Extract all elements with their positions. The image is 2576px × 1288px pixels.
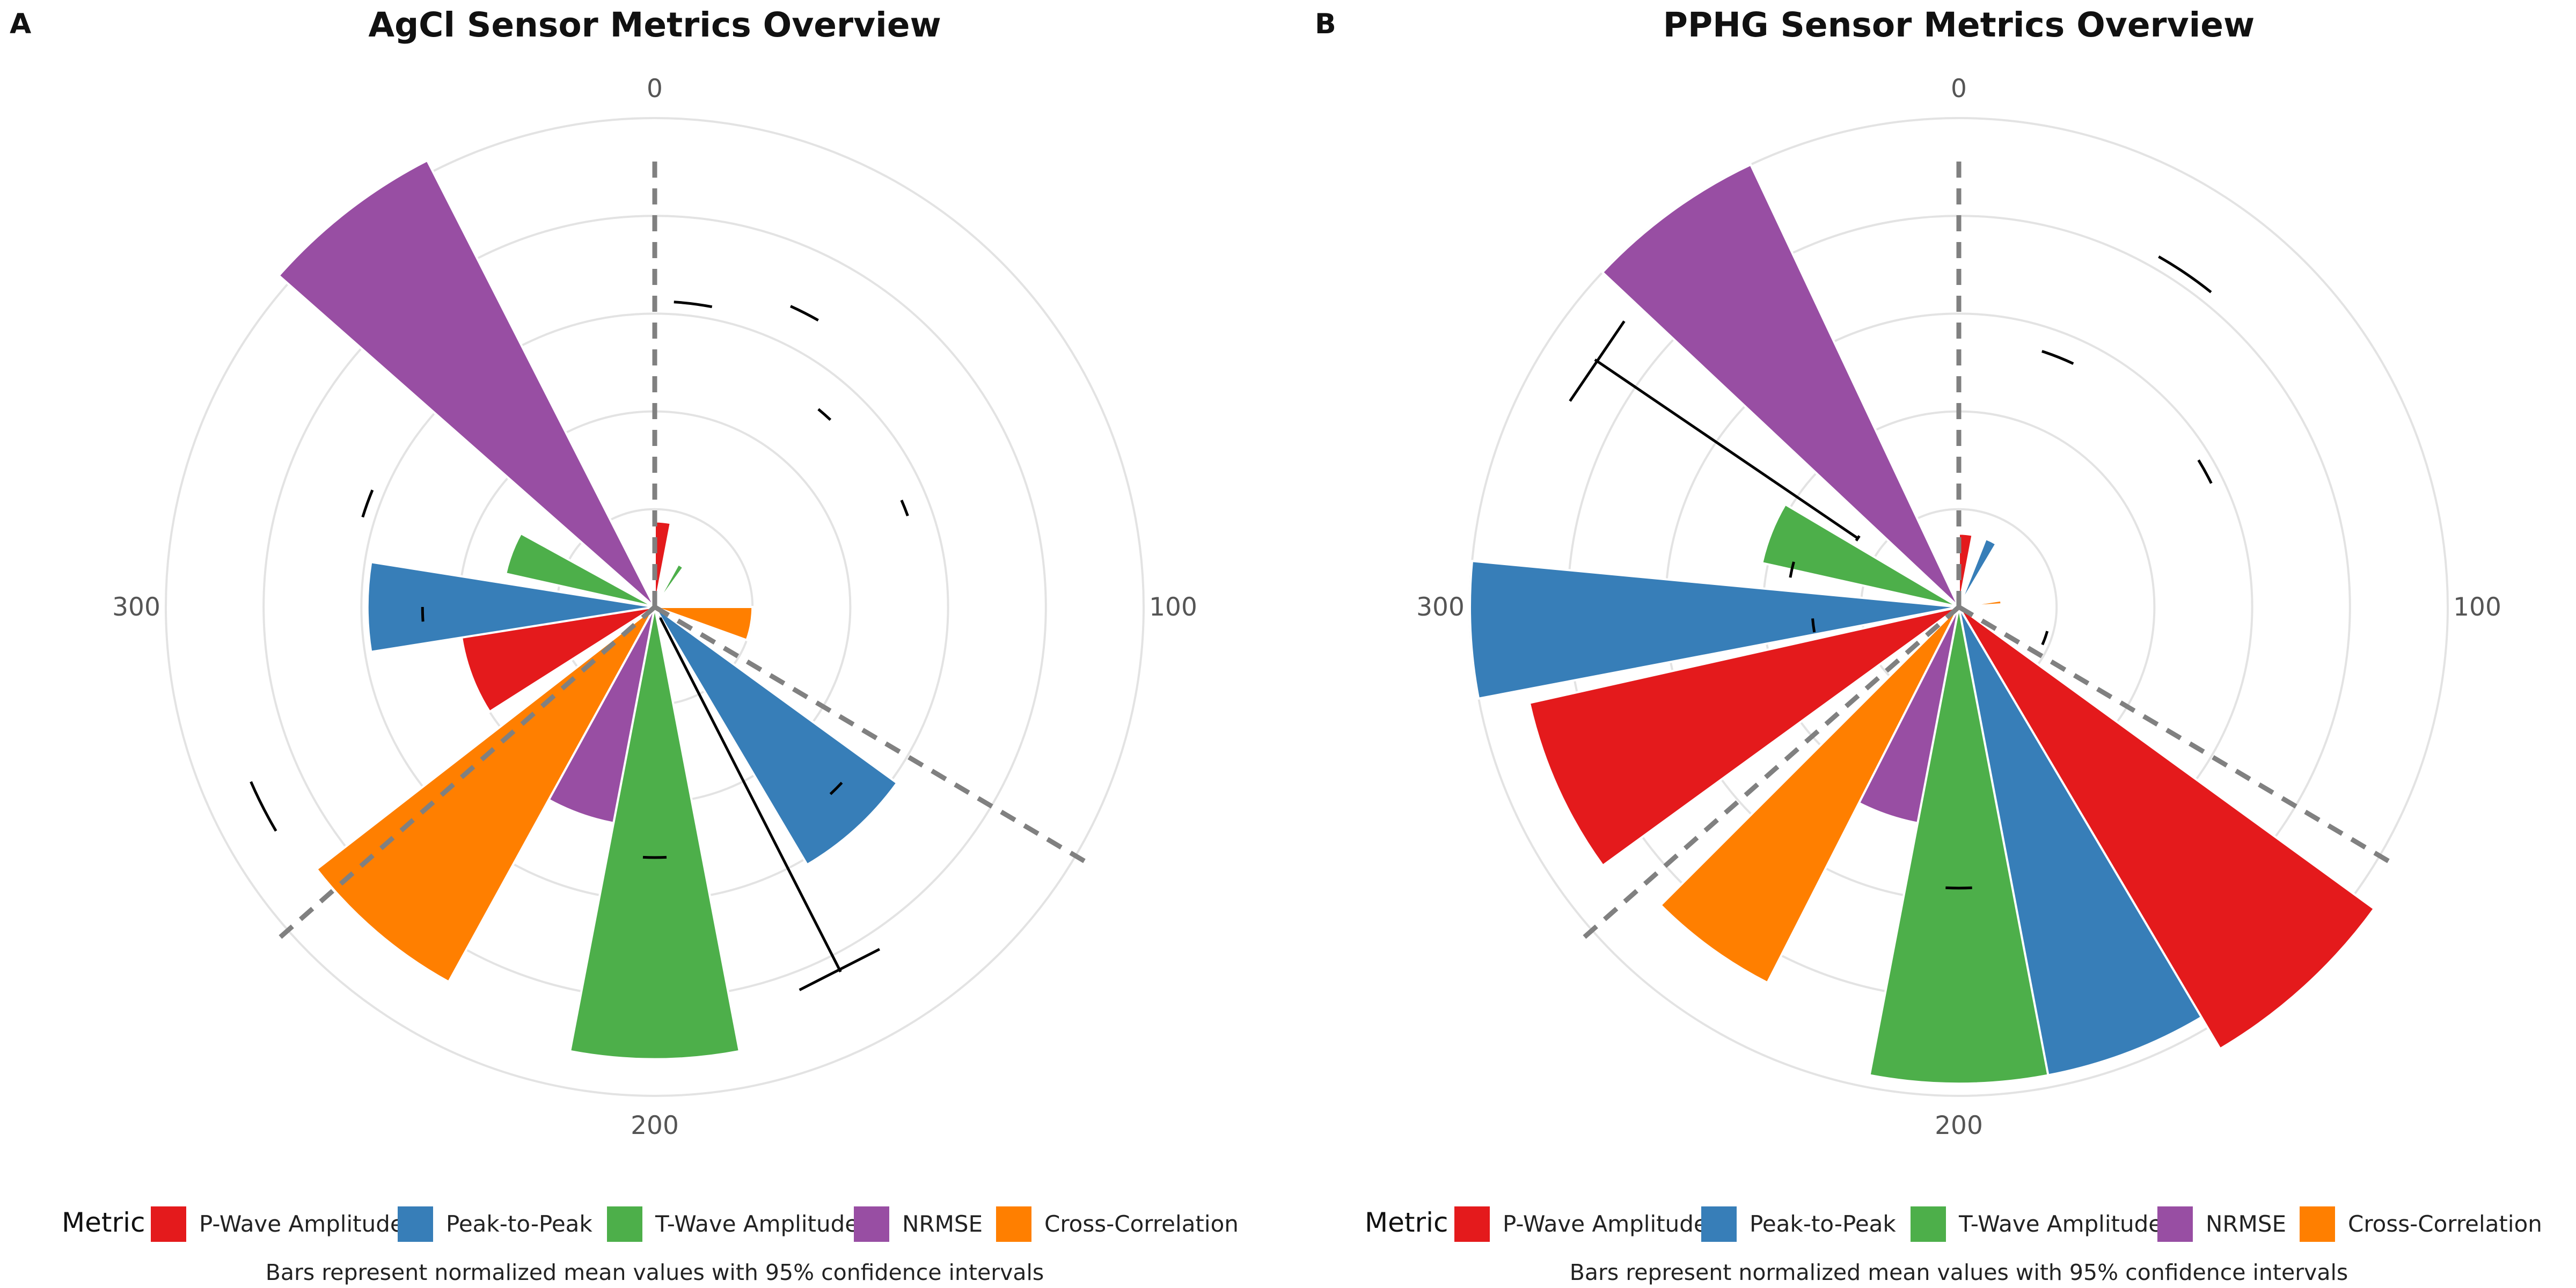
error-bar-whisker: [659, 617, 842, 972]
panel-a-bars: [277, 159, 899, 1060]
legend-swatch: [2157, 1206, 2193, 1242]
panel-b-bars: [1469, 163, 2376, 1085]
reference-line: [277, 605, 656, 940]
legend-swatch: [398, 1206, 433, 1242]
bar-peak-to-peak: [366, 560, 655, 654]
error-bar-cap: [817, 408, 832, 421]
bar-peak-to-peak: [1958, 606, 2203, 1077]
caption-a: Bars represent normalized mean values wi…: [266, 1260, 1044, 1285]
legend-label: NRMSE: [2206, 1211, 2286, 1237]
panel-b-title: PPHG Sensor Metrics Overview: [1663, 5, 2255, 45]
error-bar-cap: [1811, 618, 1816, 633]
legend-label: P-Wave Amplitude: [199, 1211, 404, 1237]
legend-label: P-Wave Amplitude: [1503, 1211, 1708, 1237]
theta-tick-200: 200: [1935, 1111, 1983, 1140]
error-bar-cap: [2197, 459, 2213, 484]
legend-title: Metric: [1365, 1207, 1448, 1238]
legend-label: T-Wave Amplitude: [655, 1211, 859, 1237]
panel-b-error-bars: [1569, 255, 2213, 890]
bar-p-wave-amplitude: [1958, 532, 1974, 608]
legend-swatch: [1454, 1206, 1490, 1242]
error-bar-cap: [421, 606, 425, 622]
bar-peak-to-peak: [1958, 537, 1998, 608]
legend-label: T-Wave Amplitude: [1958, 1211, 2162, 1237]
legend-swatch: [996, 1206, 1031, 1242]
theta-tick-100: 100: [2453, 592, 2501, 622]
reference-line: [653, 605, 1088, 865]
legend-swatch: [2300, 1206, 2335, 1242]
panel-b: B PPHG Sensor Metrics Overview 0 100 200…: [1315, 5, 2501, 1140]
grid-ring: [165, 117, 1145, 1097]
error-bar-cap: [799, 948, 881, 991]
legend-swatch: [854, 1206, 889, 1242]
bar-t-wave-amplitude: [568, 606, 741, 1060]
bar-nrmse: [1601, 163, 1960, 608]
bar-t-wave-amplitude: [1760, 502, 1960, 608]
legend-label: NRMSE: [902, 1211, 983, 1237]
error-bar-cap: [1855, 535, 1861, 541]
panel-label-a: A: [10, 8, 31, 40]
error-bar-cap: [2041, 350, 2074, 365]
bar-cross-correlation: [1659, 606, 1960, 984]
reference-line: [1581, 605, 1960, 940]
bar-nrmse: [277, 159, 656, 608]
bar-t-wave-amplitude: [1868, 606, 2050, 1085]
legend-swatch: [607, 1206, 642, 1242]
legend-label: Peak-to-Peak: [1750, 1211, 1896, 1237]
error-bar-cap: [250, 781, 277, 832]
bar-peak-to-peak: [654, 606, 899, 867]
error-bar-cap: [2158, 255, 2212, 294]
bar-cross-correlation: [654, 606, 754, 642]
error-bar-cap: [790, 305, 819, 322]
legend-label: Cross-Correlation: [1044, 1211, 1239, 1237]
panel-b-reference-lines: [1581, 155, 2392, 940]
theta-tick-0: 0: [647, 74, 663, 104]
panel-a-title: AgCl Sensor Metrics Overview: [368, 5, 941, 45]
theta-tick-0: 0: [1951, 74, 1967, 104]
error-bar-cap: [900, 500, 909, 517]
legend-label: Peak-to-Peak: [446, 1211, 592, 1237]
error-bar-cap: [361, 489, 374, 518]
error-bar-cap: [642, 855, 667, 859]
error-bar-cap: [2041, 631, 2049, 646]
legend-b: Metric P-Wave Amplitude Peak-to-Peak T-Wav…: [1365, 1206, 2542, 1242]
bar-peak-to-peak: [1469, 560, 1959, 700]
legend-swatch: [1701, 1206, 1737, 1242]
legend-swatch: [1911, 1206, 1946, 1242]
bar-cross-correlation: [315, 606, 656, 984]
panel-label-b: B: [1315, 8, 1336, 40]
bar-t-wave-amplitude: [654, 562, 685, 608]
theta-tick-300: 300: [112, 592, 160, 622]
bar-t-wave-amplitude: [504, 532, 655, 608]
error-bar-cap: [674, 301, 713, 309]
caption-b: Bars represent normalized mean values wi…: [1570, 1260, 2348, 1285]
panel-a-reference-lines: [277, 155, 1088, 940]
legend-a: Metric P-Wave Amplitude Peak-to-Peak T-Wav…: [62, 1206, 1239, 1242]
error-bar-whisker: [1594, 358, 1859, 540]
panel-a-error-bars: [250, 301, 909, 991]
error-bar-cap: [829, 781, 843, 795]
error-bar-cap: [1569, 320, 1626, 402]
bar-cross-correlation: [1958, 599, 2003, 608]
error-bar-cap: [1789, 561, 1795, 578]
panel-b-theta-ticks: 0 100 200 300: [1416, 74, 2501, 1140]
legend-title: Metric: [62, 1207, 145, 1238]
legend-label: Cross-Correlation: [2348, 1211, 2542, 1237]
reference-line: [1957, 605, 2392, 865]
panel-a: A AgCl Sensor Metrics Overview 0 100 200…: [10, 5, 1197, 1140]
theta-tick-300: 300: [1416, 592, 1465, 622]
bar-p-wave-amplitude: [1528, 606, 1960, 867]
legend-swatch: [151, 1206, 186, 1242]
theta-tick-200: 200: [631, 1111, 679, 1140]
theta-tick-100: 100: [1149, 592, 1197, 622]
bar-p-wave-amplitude: [1958, 606, 2376, 1051]
panel-a-theta-ticks: 0 100 200 300: [112, 74, 1197, 1140]
